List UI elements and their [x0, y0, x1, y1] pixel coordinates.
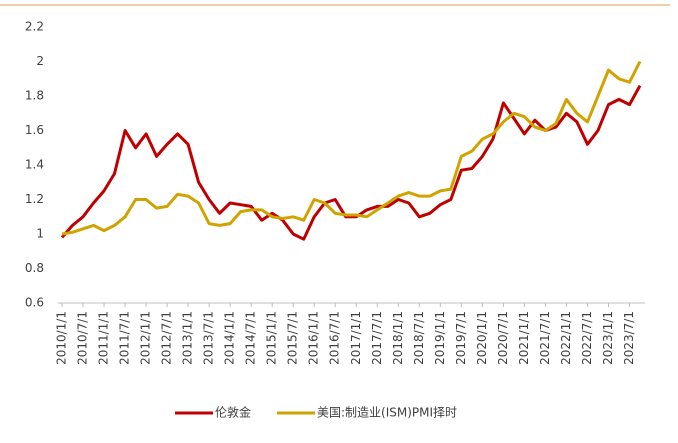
legend-label: 伦敦金 [215, 405, 251, 420]
y-tick-label: 1.4 [25, 158, 44, 172]
y-tick-label: 1 [36, 227, 44, 241]
y-tick-label: 1.6 [25, 123, 44, 137]
x-tick-label: 2019/1/1 [433, 311, 447, 365]
x-tick-label: 2012/1/1 [139, 311, 153, 365]
x-tick-label: 2014/1/1 [223, 311, 237, 365]
x-tick-label: 2023/7/1 [622, 311, 636, 365]
x-tick-label: 2023/1/1 [601, 311, 615, 365]
x-tick-label: 2013/1/1 [181, 311, 195, 365]
x-tick-label: 2012/7/1 [160, 311, 174, 365]
x-tick-label: 2010/1/1 [55, 311, 69, 365]
series-line [61, 60, 642, 236]
y-tick-label: 1.8 [25, 89, 44, 103]
y-tick-label: 0.8 [25, 261, 44, 275]
x-tick-label: 2015/7/1 [286, 311, 300, 365]
x-tick-label: 2011/7/1 [118, 311, 132, 365]
x-tick-label: 2018/7/1 [412, 311, 426, 365]
x-tick-label: 2021/1/1 [517, 311, 531, 365]
x-tick-label: 2019/7/1 [454, 311, 468, 365]
x-tick-label: 2021/7/1 [538, 311, 552, 365]
legend-label: 美国:制造业(ISM)PMI择时 [317, 406, 457, 420]
x-tick-label: 2017/7/1 [370, 311, 384, 365]
x-tick-label: 2014/7/1 [244, 311, 258, 365]
x-tick-label: 2020/1/1 [475, 311, 489, 365]
x-tick-label: 2022/1/1 [559, 311, 573, 365]
x-tick-label: 2016/7/1 [328, 311, 342, 365]
x-tick-label: 2013/7/1 [202, 311, 216, 365]
x-tick-label: 2016/1/1 [307, 311, 321, 365]
y-tick-label: 2.2 [25, 20, 44, 34]
x-tick-label: 2022/7/1 [580, 311, 594, 365]
x-tick-label: 2018/1/1 [391, 311, 405, 365]
y-tick-label: 0.6 [25, 296, 44, 310]
x-tick-label: 2015/1/1 [265, 311, 279, 365]
y-tick-label: 2 [36, 54, 44, 68]
x-tick-label: 2017/1/1 [349, 311, 363, 365]
x-tick-label: 2011/1/1 [97, 311, 111, 365]
y-tick-label: 1.2 [25, 192, 44, 206]
x-tick-label: 2020/7/1 [496, 311, 510, 365]
x-tick-label: 2010/7/1 [76, 311, 90, 365]
